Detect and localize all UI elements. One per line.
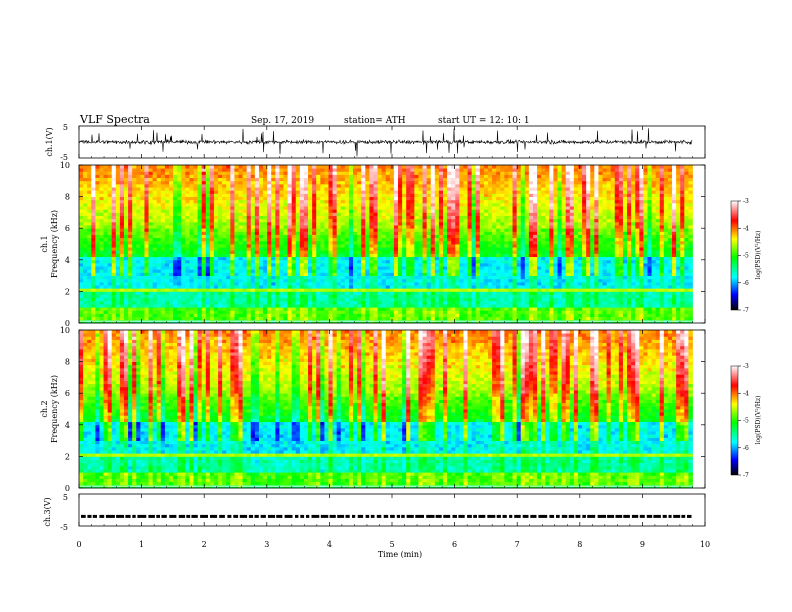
ch1-waveform-trace [78,128,693,157]
spectrogram-ytick-label: 0 [65,319,70,328]
time-axis-label: Time (min) [378,550,422,559]
ch1-colorbar-ticks: -3 -4 -5 -6 -7 [738,198,749,314]
time-tick-label: 1 [139,540,144,549]
station-label: station= ATH [344,116,406,126]
spectrogram-ytick-label: 0 [65,484,70,493]
time-tick-label: 8 [577,540,582,549]
ch2-colorbar-label: log(PSD)(V²/Hz) [755,396,762,445]
ch2-spectrogram-ylabel: Frequency (kHz) [50,375,59,443]
ch2-spectrogram-ylabel-channel: ch.2 [40,400,49,417]
time-axis-ticks [78,126,706,526]
date-label: Sep. 17, 2019 [251,116,314,126]
ch2-colorbar-ticks: -3 -4 -5 -6 -7 [738,363,749,479]
ch3-waveform-panel: 5 -5 ch.3(V) [43,493,706,532]
time-tick-label: 10 [700,540,710,549]
colorbar-tick-label: -6 [743,445,749,452]
time-axis-tick-labels: 0 1 2 3 4 5 6 7 8 9 10 [76,540,710,549]
ch1-ytick-top: 5 [63,123,68,132]
spectrogram-ytick-label: 10 [60,326,70,335]
time-tick-label: 6 [452,540,457,549]
ch3-ytick-bottom: -5 [60,523,68,532]
colorbar-tick-label: -6 [743,280,749,287]
ch1-colorbar-label: log(PSD)(V²/Hz) [755,231,762,280]
ch1-spectrogram-panel: 0 2 4 6 8 10 ch.1 Frequency (kHz) -3 -4 -5 -6 -7 … [40,161,762,328]
ch1-spectrogram-ylabel-channel: ch.1 [40,235,49,252]
ch1-ytick-bottom: -5 [60,153,68,162]
ch3-waveform-ylabel: ch.3(V) [43,497,52,526]
colorbar-tick-label: -7 [743,472,749,479]
ch1-yticks: 0 2 4 6 8 10 [60,161,705,328]
colorbar-tick-label: -5 [743,253,749,260]
spectrogram-ytick-label: 6 [65,389,70,398]
spectrogram-ytick-label: 2 [65,287,70,296]
colorbar-tick-label: -4 [743,390,749,397]
spectrogram-ytick-label: 6 [65,224,70,233]
ch3-waveform-frame [78,493,706,527]
ch1-waveform-panel: 5 -5 ch.1(V) [45,123,706,162]
time-tick-label: 9 [640,540,645,549]
colorbar-tick-label: -4 [743,225,749,232]
time-tick-label: 2 [202,540,207,549]
ch1-spectrogram-image [79,165,693,324]
spectrogram-ytick-label: 4 [65,256,70,265]
spectrogram-ytick-label: 10 [60,161,70,170]
time-tick-label: 5 [389,540,394,549]
spectrogram-ytick-label: 8 [65,358,70,367]
time-tick-label: 4 [327,540,332,549]
start-time-label: start UT = 12: 10: 1 [438,116,530,126]
time-tick-label: 0 [76,540,81,549]
ch1-colorbar-gradient [730,200,739,311]
spectrogram-ytick-label: 4 [65,421,70,430]
figure-title: VLF Spectra [79,113,150,126]
ch1-waveform-line [78,128,693,157]
time-tick-label: 7 [515,540,520,549]
colorbar-tick-label: -3 [743,363,749,370]
ch2-colorbar-gradient [730,365,739,476]
colorbar-tick-label: -3 [743,198,749,205]
spectrogram-ytick-label: 2 [65,452,70,461]
spectrogram-ytick-label: 8 [65,193,70,202]
ch2-yticks: 0 2 4 6 8 10 [60,326,705,493]
colorbar-tick-label: -7 [743,307,749,314]
ch1-colorbar: -3 -4 -5 -6 -7 log(PSD)(V²/Hz) [730,198,762,314]
ch2-spectrogram-panel: 0 2 4 6 8 10 ch.2 Frequency (kHz) -3 -4 -5 -6 -7 … [40,326,762,493]
colorbar-tick-label: -5 [743,418,749,425]
ch1-waveform-ylabel: ch.1(V) [45,127,54,156]
ch2-spectrogram-image [79,330,693,489]
ch2-colorbar: -3 -4 -5 -6 -7 log(PSD)(V²/Hz) [730,363,762,479]
ch1-spectrogram-ylabel: Frequency (kHz) [50,210,59,278]
ch3-ytick-top: 5 [63,493,68,502]
time-tick-label: 3 [264,540,269,549]
